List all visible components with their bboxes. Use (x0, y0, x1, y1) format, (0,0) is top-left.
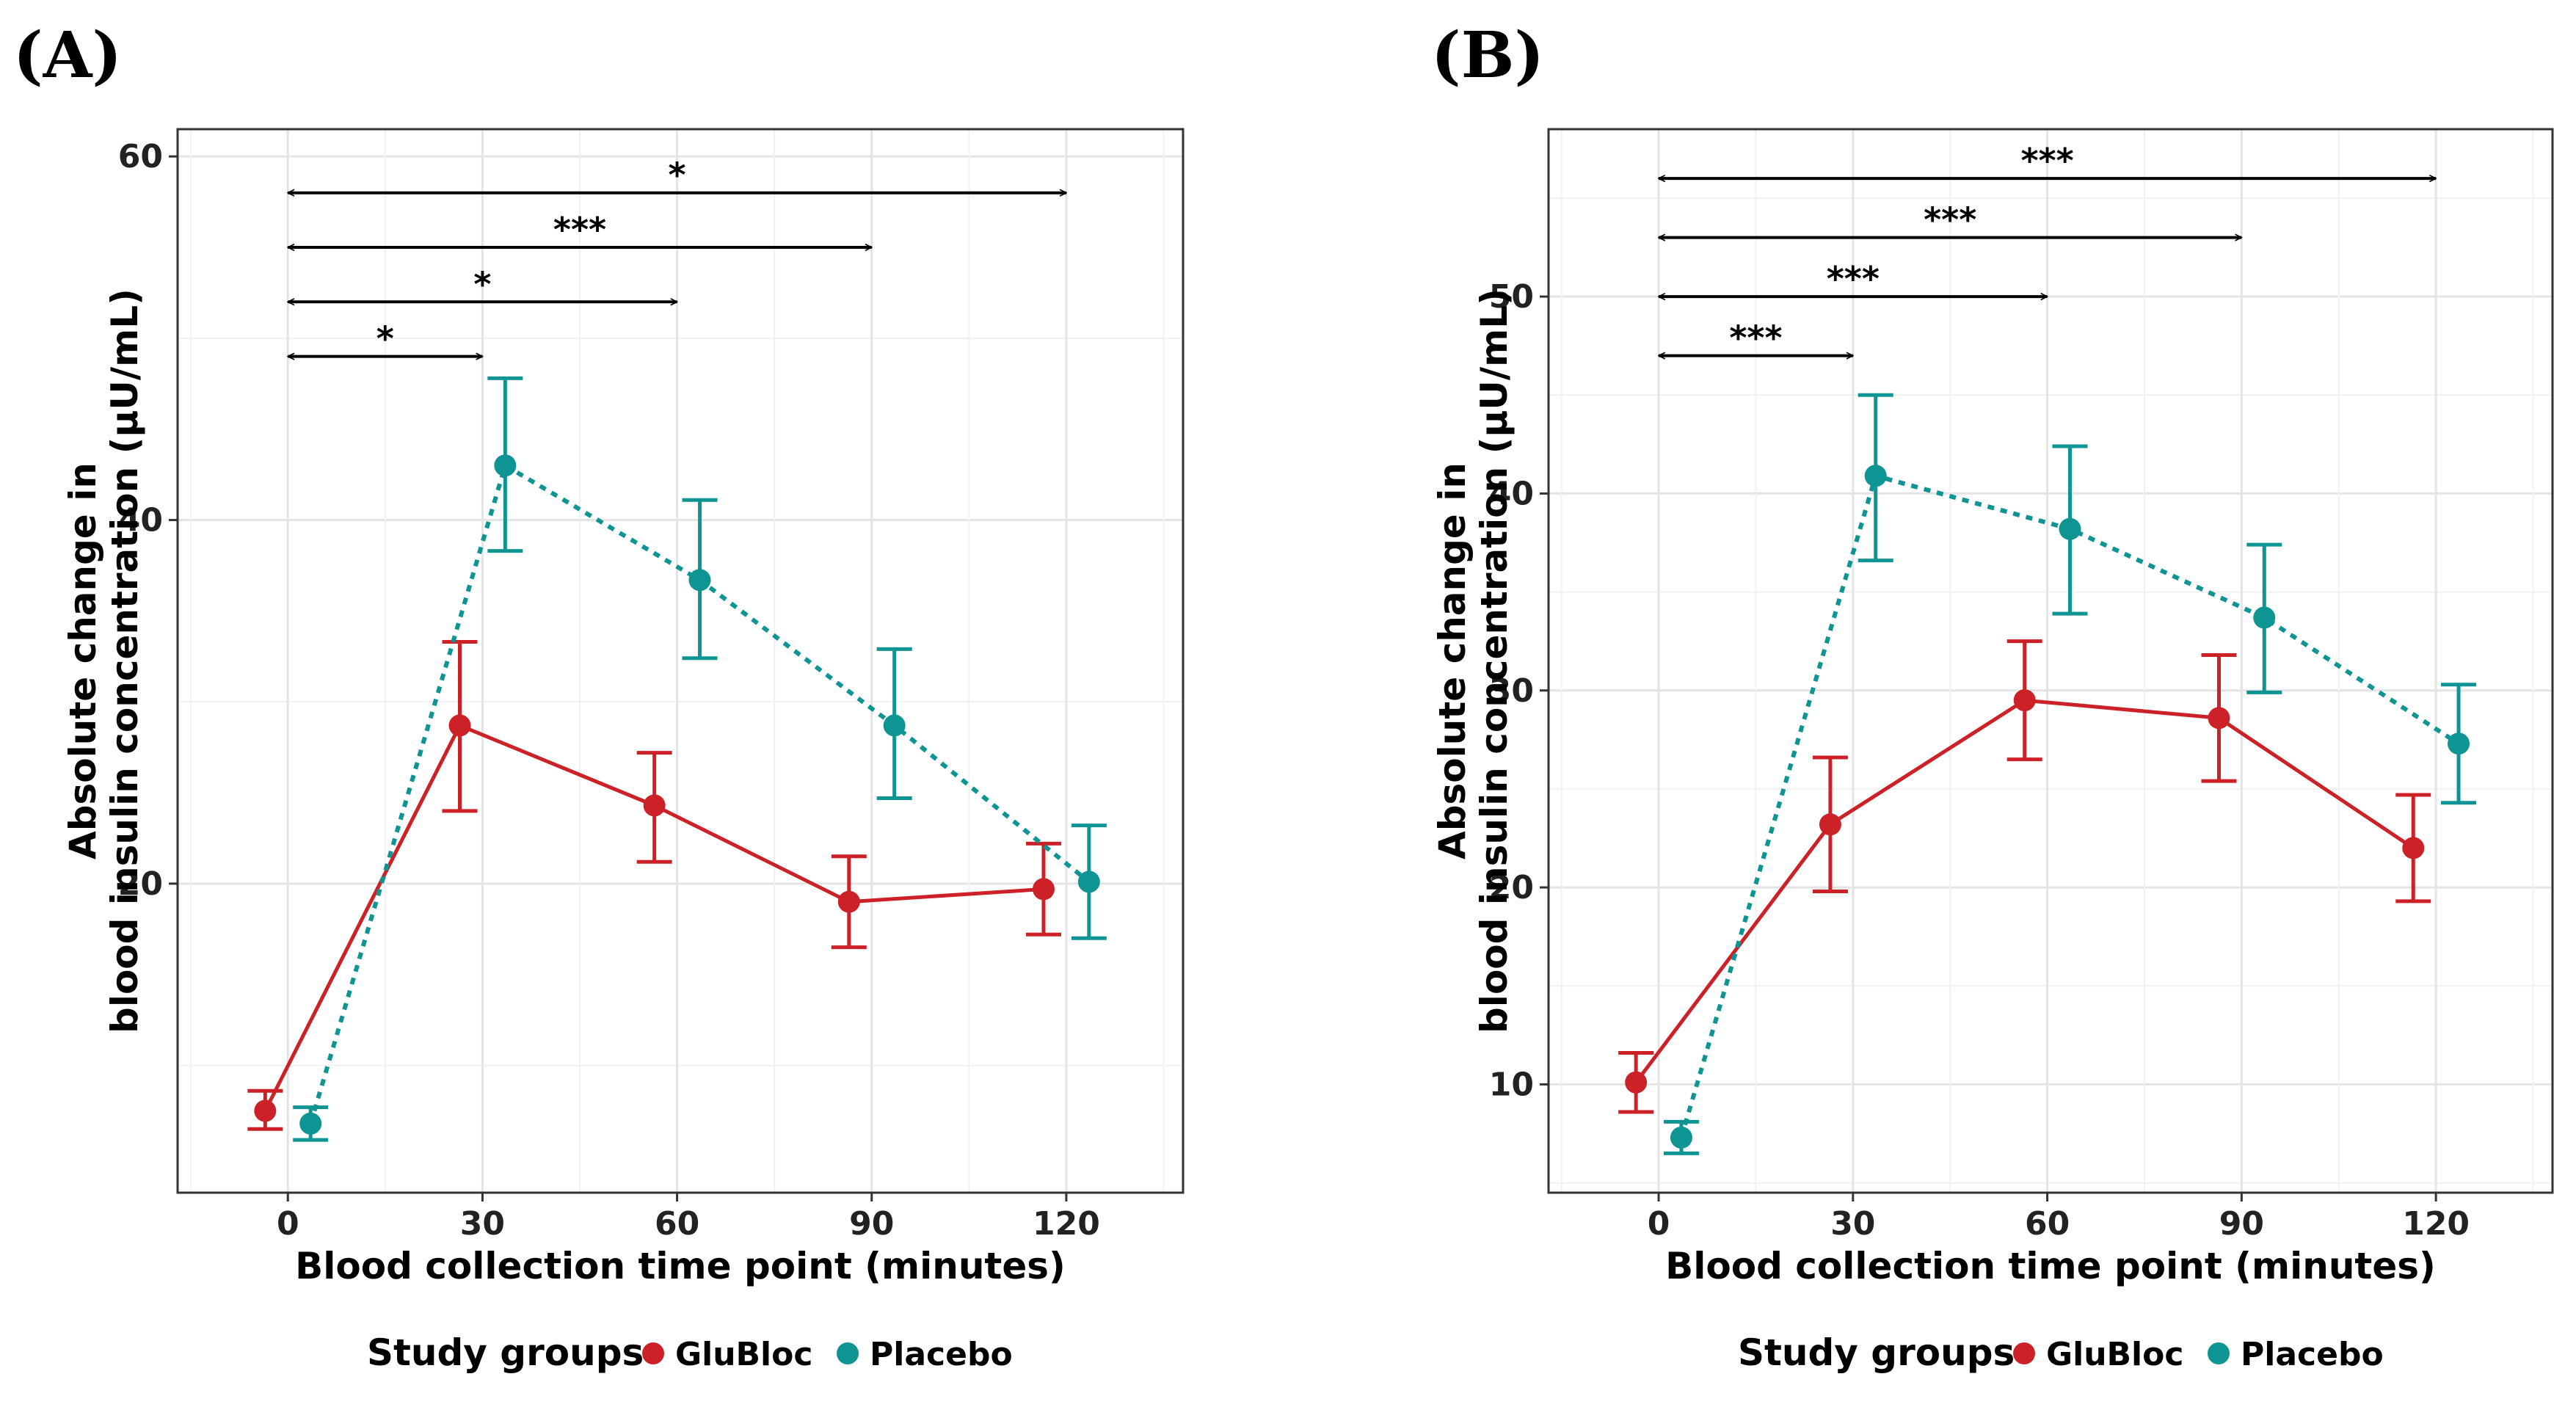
legend-title: Study groups (367, 1331, 644, 1374)
x-tick-label: 60 (655, 1205, 699, 1243)
legend-marker-placebo (2208, 1342, 2230, 1364)
data-point-placebo (688, 569, 711, 592)
data-point-placebo (494, 454, 517, 477)
y-axis-title-line2: blood insulin concentration (µU/mL) (103, 288, 146, 1033)
y-tick-label: 40 (118, 502, 163, 539)
x-tick-label: 30 (1830, 1205, 1875, 1243)
significance-label: * (669, 156, 686, 195)
y-axis-title-line2: blood insulin concentration (µU/mL) (1473, 288, 1516, 1033)
legend-a: Study groups GluBloc Placebo (367, 1331, 1013, 1374)
data-point-glubloc (643, 794, 666, 817)
data-point-glubloc (2208, 707, 2230, 730)
significance-label: *** (1729, 319, 1782, 358)
data-point-glubloc (254, 1099, 277, 1122)
x-axis-title: Blood collection time point (minutes) (295, 1245, 1066, 1287)
data-point-glubloc (448, 714, 471, 737)
x-tick-label: 90 (849, 1205, 894, 1243)
data-point-placebo (883, 714, 906, 737)
y-axis-title-line1: Absolute change in (62, 462, 104, 859)
legend-b: Study groups GluBloc Placebo (1738, 1331, 2384, 1374)
data-point-glubloc (1032, 878, 1055, 901)
data-point-glubloc (2013, 689, 2036, 712)
x-tick-label: 90 (2219, 1205, 2264, 1243)
legend-marker-glubloc (2013, 1342, 2035, 1364)
significance-label: * (473, 264, 491, 304)
panel-label: (B) (1431, 18, 1544, 92)
x-tick-label: 120 (1033, 1205, 1100, 1243)
plot-border (176, 128, 1185, 1194)
x-tick-label: 0 (277, 1205, 299, 1243)
x-tick-label: 30 (460, 1205, 505, 1243)
significance-label: * (376, 319, 394, 359)
data-point-glubloc (1819, 813, 1841, 836)
y-axis-title-line1: Absolute change in (1431, 462, 1474, 859)
data-point-placebo (1670, 1126, 1692, 1149)
plot-border (1547, 128, 2554, 1194)
x-tick-label: 0 (1648, 1205, 1670, 1243)
data-point-placebo (299, 1112, 322, 1135)
plot-background (1549, 129, 2553, 1193)
legend-label-glubloc: GluBloc (675, 1336, 812, 1373)
data-point-placebo (2059, 517, 2081, 540)
data-point-glubloc (1625, 1071, 1648, 1094)
legend-label-placebo: Placebo (2241, 1336, 2384, 1373)
panel-label: (A) (13, 18, 122, 92)
data-point-placebo (2448, 732, 2470, 755)
x-axis-title: Blood collection time point (minutes) (1665, 1245, 2436, 1287)
legend-marker-placebo (837, 1342, 859, 1364)
legend-title: Study groups (1738, 1331, 2015, 1374)
data-point-glubloc (837, 890, 860, 913)
y-tick-label: 50 (1489, 278, 1534, 316)
significance-label: *** (2021, 141, 2074, 181)
legend-marker-glubloc (642, 1342, 664, 1364)
y-tick-label: 30 (1489, 672, 1534, 710)
data-point-placebo (1077, 870, 1100, 893)
significance-label: *** (1924, 200, 1976, 240)
y-tick-label: 40 (1489, 475, 1534, 512)
significance-label: *** (1827, 259, 1880, 299)
significance-label: *** (553, 210, 606, 250)
y-tick-label: 20 (1489, 869, 1534, 906)
y-tick-label: 10 (1489, 1066, 1534, 1103)
data-point-placebo (1864, 465, 1887, 487)
data-point-glubloc (2402, 837, 2425, 859)
data-point-placebo (2253, 606, 2276, 629)
legend-label-glubloc: GluBloc (2046, 1336, 2183, 1373)
y-tick-label: 20 (118, 865, 163, 903)
x-tick-label: 120 (2402, 1205, 2470, 1243)
legend-label-placebo: Placebo (870, 1336, 1013, 1373)
plot-background (178, 129, 1183, 1193)
x-tick-label: 60 (2025, 1205, 2070, 1243)
y-tick-label: 60 (118, 138, 163, 175)
